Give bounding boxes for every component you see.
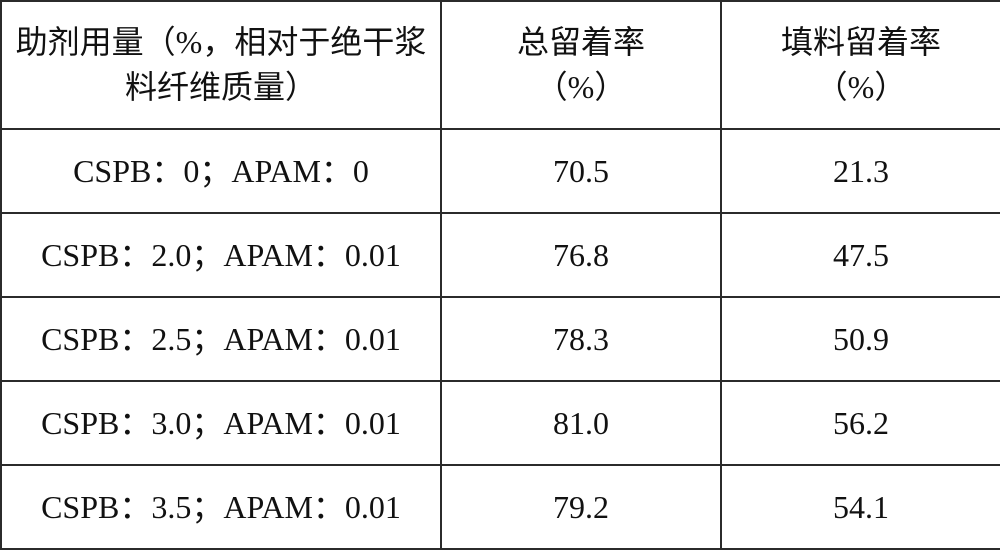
data-table: 助剂用量（%，相对于绝干浆 料纤维质量） 总留着率 （%） 填料留着率 （%） bbox=[0, 0, 1000, 550]
col-header-line1: 总留着率 bbox=[450, 20, 712, 65]
cell-filler-retention: 21.3 bbox=[721, 129, 1000, 213]
col-header-filler-retention: 填料留着率 （%） bbox=[721, 1, 1000, 129]
cell-dosage: CSPB：2.0；APAM：0.01 bbox=[1, 213, 441, 297]
cell-dosage: CSPB：3.0；APAM：0.01 bbox=[1, 381, 441, 465]
table-row: CSPB：3.5；APAM：0.01 79.2 54.1 bbox=[1, 465, 1000, 549]
cell-dosage: CSPB：0；APAM：0 bbox=[1, 129, 441, 213]
retention-data-table: 助剂用量（%，相对于绝干浆 料纤维质量） 总留着率 （%） 填料留着率 （%） bbox=[0, 0, 1000, 549]
cell-total-retention: 76.8 bbox=[441, 213, 721, 297]
col-header-total-retention: 总留着率 （%） bbox=[441, 1, 721, 129]
cell-total-retention: 70.5 bbox=[441, 129, 721, 213]
cell-total-retention: 79.2 bbox=[441, 465, 721, 549]
cell-filler-retention: 54.1 bbox=[721, 465, 1000, 549]
table-row: CSPB：0；APAM：0 70.5 21.3 bbox=[1, 129, 1000, 213]
col-header-line1: 填料留着率 bbox=[730, 20, 992, 65]
cell-filler-retention: 56.2 bbox=[721, 381, 1000, 465]
cell-filler-retention: 50.9 bbox=[721, 297, 1000, 381]
col-header-line2: 料纤维质量） bbox=[10, 65, 432, 110]
col-header-additive-dosage: 助剂用量（%，相对于绝干浆 料纤维质量） bbox=[1, 1, 441, 129]
col-header-line1: 助剂用量（%，相对于绝干浆 bbox=[10, 20, 432, 65]
table-row: CSPB：2.5；APAM：0.01 78.3 50.9 bbox=[1, 297, 1000, 381]
table-row: CSPB：3.0；APAM：0.01 81.0 56.2 bbox=[1, 381, 1000, 465]
cell-dosage: CSPB：2.5；APAM：0.01 bbox=[1, 297, 441, 381]
cell-dosage: CSPB：3.5；APAM：0.01 bbox=[1, 465, 441, 549]
cell-total-retention: 81.0 bbox=[441, 381, 721, 465]
table-row: CSPB：2.0；APAM：0.01 76.8 47.5 bbox=[1, 213, 1000, 297]
col-header-line2: （%） bbox=[450, 65, 712, 110]
cell-total-retention: 78.3 bbox=[441, 297, 721, 381]
col-header-line2: （%） bbox=[730, 65, 992, 110]
table-header-row: 助剂用量（%，相对于绝干浆 料纤维质量） 总留着率 （%） 填料留着率 （%） bbox=[1, 1, 1000, 129]
cell-filler-retention: 47.5 bbox=[721, 213, 1000, 297]
